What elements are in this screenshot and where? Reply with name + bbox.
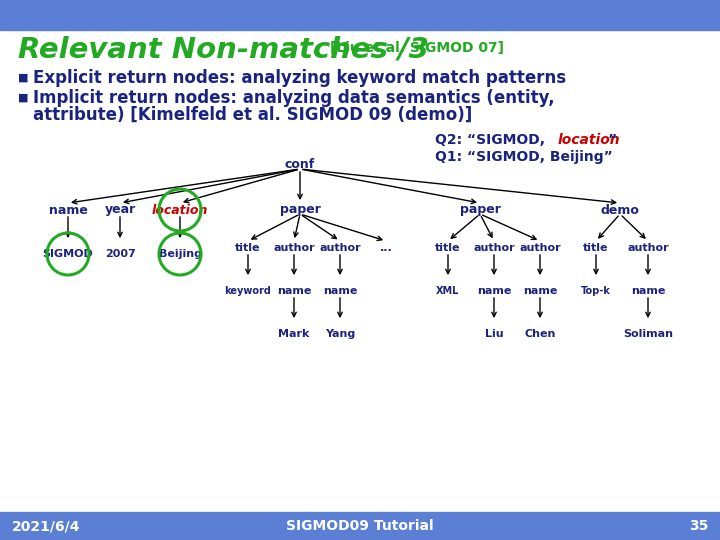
Text: ■: ■ (18, 73, 29, 83)
Text: Top-k: Top-k (581, 286, 611, 296)
Text: [Liu et al. SIGMOD 07]: [Liu et al. SIGMOD 07] (330, 41, 504, 55)
Text: Q2: “SIGMOD,: Q2: “SIGMOD, (435, 133, 550, 147)
Text: name: name (631, 286, 665, 296)
Text: SIGMOD: SIGMOD (42, 249, 94, 259)
Text: paper: paper (279, 204, 320, 217)
Text: Implicit return nodes: analyzing data semantics (entity,: Implicit return nodes: analyzing data se… (33, 89, 554, 107)
Text: SIGMOD09 Tutorial: SIGMOD09 Tutorial (286, 519, 434, 533)
Text: ”: ” (608, 133, 617, 147)
Text: Soliman: Soliman (623, 329, 673, 339)
Text: Yang: Yang (325, 329, 355, 339)
Text: Mark: Mark (279, 329, 310, 339)
Text: author: author (519, 243, 561, 253)
Text: author: author (627, 243, 669, 253)
Bar (0, 0, 720, 30)
Text: name: name (323, 286, 357, 296)
Text: conf: conf (285, 159, 315, 172)
Text: paper: paper (459, 204, 500, 217)
Text: ■: ■ (18, 93, 29, 103)
Text: title: title (436, 243, 461, 253)
Text: Beijing: Beijing (158, 249, 202, 259)
Text: Chen: Chen (524, 329, 556, 339)
Text: name: name (477, 286, 511, 296)
Text: Q1: “SIGMOD, Beijing”: Q1: “SIGMOD, Beijing” (435, 150, 613, 164)
Text: 2007: 2007 (104, 249, 135, 259)
Text: ...: ... (379, 243, 392, 253)
Text: 2021/6/4: 2021/6/4 (12, 519, 81, 533)
Text: name: name (276, 286, 311, 296)
Text: name: name (48, 204, 87, 217)
Text: location: location (558, 133, 621, 147)
Text: demo: demo (600, 204, 639, 217)
Text: name: name (523, 286, 557, 296)
Text: attribute) [Kimelfeld et al. SIGMOD 09 (demo)]: attribute) [Kimelfeld et al. SIGMOD 09 (… (33, 106, 472, 124)
Text: title: title (235, 243, 261, 253)
Text: 35: 35 (688, 519, 708, 533)
Text: Explicit return nodes: analyzing keyword match patterns: Explicit return nodes: analyzing keyword… (33, 69, 566, 87)
Text: year: year (104, 204, 135, 217)
Text: author: author (473, 243, 515, 253)
Text: keyword: keyword (225, 286, 271, 296)
Text: Liu: Liu (485, 329, 503, 339)
Bar (0, 512, 720, 540)
Text: XML: XML (436, 286, 459, 296)
Text: author: author (319, 243, 361, 253)
Text: Relevant Non-matches /3: Relevant Non-matches /3 (18, 36, 429, 64)
Text: author: author (273, 243, 315, 253)
Text: title: title (583, 243, 608, 253)
Text: location: location (152, 204, 208, 217)
